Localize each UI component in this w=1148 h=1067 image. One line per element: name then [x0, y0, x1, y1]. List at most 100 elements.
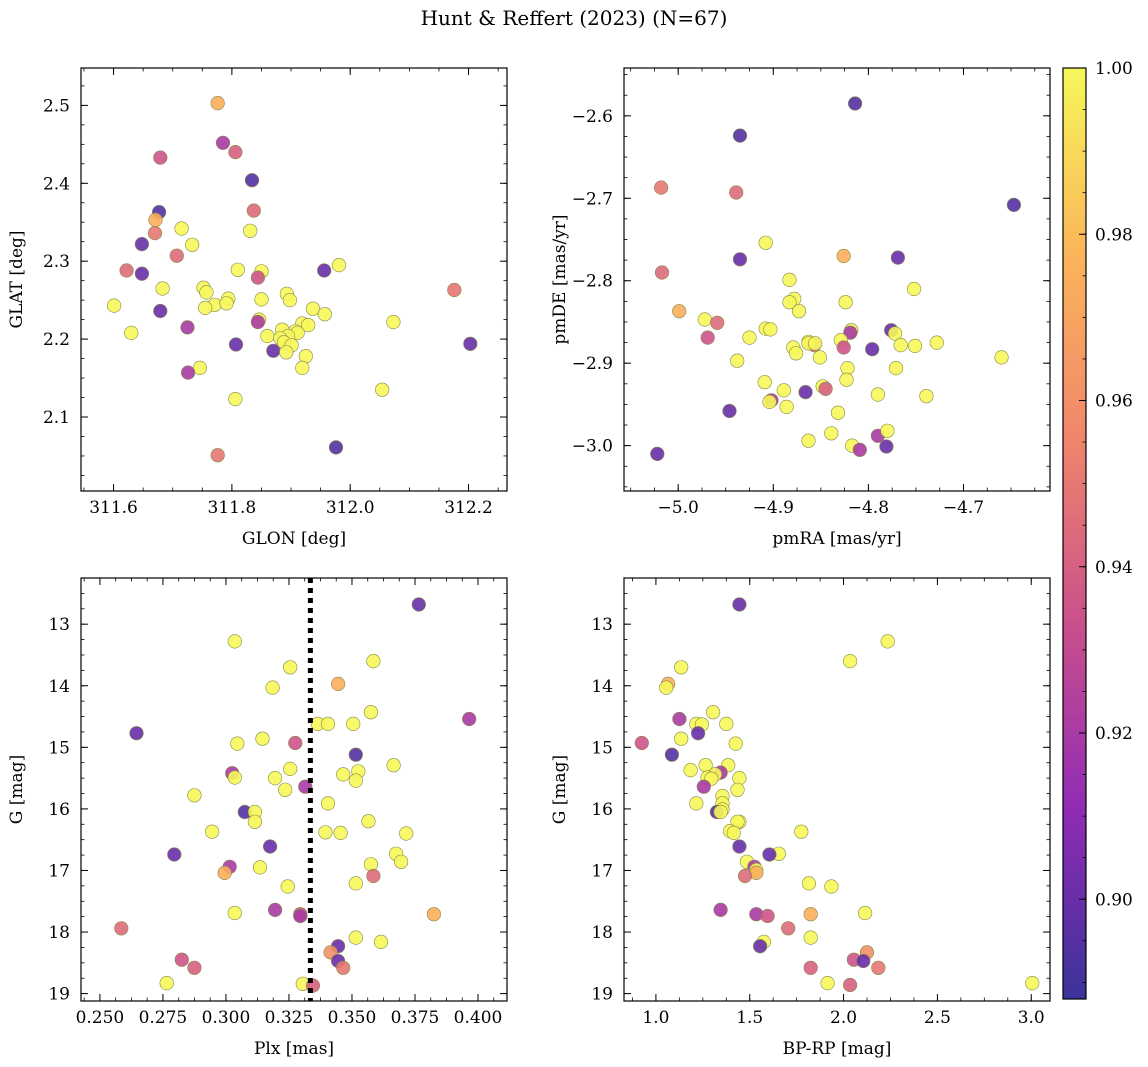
scatter-point [742, 330, 757, 345]
scatter-point [411, 597, 426, 612]
y-tick-label: 2.1 [43, 408, 70, 428]
y-tick-label: 13 [591, 615, 613, 635]
scatter-point [278, 782, 293, 797]
scatter-point [331, 258, 347, 273]
scatter-point [148, 212, 163, 227]
scatter-point [713, 804, 728, 820]
scatter-point [842, 977, 858, 993]
colorbar-tick-label: 0.96 [1095, 392, 1133, 412]
scatter-point [205, 824, 220, 839]
y-axis-label: G [mag] [550, 755, 570, 824]
scatter-point [887, 326, 903, 341]
scatter-point [155, 281, 170, 296]
scatter-point [305, 301, 321, 316]
colorbar-tick-label: 0.92 [1095, 724, 1133, 744]
scatter-point [255, 731, 270, 746]
scatter-point [1025, 975, 1040, 991]
x-tick-label: 1.5 [736, 1008, 763, 1028]
scatter-point [730, 782, 745, 797]
scatter-point [375, 382, 390, 397]
colorbar: 0.90 0.92 0.94 0.96 0.98 1.00 [1062, 59, 1133, 1000]
scatter-point [722, 403, 737, 419]
scatter-point [462, 711, 477, 727]
scatter-point [803, 930, 818, 945]
ticks: 1.0 1.5 2.0 2.5 3.0 13 14 15 16 17 18 19 [591, 577, 1050, 1028]
scatter-point [830, 405, 846, 420]
axes-frame [623, 67, 1051, 492]
scatter-point [169, 248, 184, 263]
scatter-point [394, 854, 409, 869]
x-tick-label: −5.0 [658, 498, 699, 518]
scatter-point [147, 226, 163, 241]
ticks: −5.0 −4.9 −4.8 −4.7 −3.0 −2.9 −2.8 −2.7 −2.6 [572, 68, 1050, 518]
scatter-point [386, 758, 401, 773]
scatter-point [228, 337, 244, 352]
scatter-point [710, 315, 725, 330]
x-axis-label: pmRA [mas/yr] [772, 529, 901, 549]
y-tick-label: 16 [48, 800, 70, 820]
y-tick-label: −3.0 [572, 437, 613, 457]
scatter-point [279, 345, 294, 360]
x-tick-label: 312.2 [444, 498, 493, 518]
y-tick-label: −2.9 [572, 354, 613, 374]
scatter-point [263, 839, 278, 854]
x-tick-label: 0.325 [265, 1008, 314, 1028]
scatter-point [447, 282, 462, 298]
colorbar-gradient [1063, 68, 1086, 999]
scatter-point [919, 389, 934, 404]
scatter-point [696, 779, 711, 794]
scatter-point [283, 761, 298, 777]
y-tick-label: −2.6 [572, 107, 613, 127]
scatter-point [880, 634, 895, 649]
scatter-point [198, 300, 213, 316]
scatter-point [856, 953, 871, 969]
scatter-point [871, 960, 886, 975]
scatter-point [153, 150, 168, 165]
y-tick-label: 2.5 [43, 96, 70, 116]
x-axis-label: GLON [deg] [242, 529, 346, 549]
scatter-point [399, 826, 414, 841]
scatter-point [124, 325, 139, 341]
scatter-point [320, 716, 336, 732]
figure-title: Hunt & Reffert (2023) (N=67) [420, 6, 728, 30]
scatter-point [346, 716, 361, 732]
scatter-point [283, 660, 298, 675]
colorbar-tick-label: 0.98 [1095, 225, 1133, 245]
scatter-point [227, 905, 242, 921]
scatter-point [705, 705, 721, 720]
scatter-point [683, 762, 698, 778]
scatter-point [782, 295, 797, 310]
scatter-point [653, 180, 669, 195]
x-tick-label: 1.0 [642, 1008, 669, 1028]
x-tick-label: 0.300 [202, 1008, 251, 1028]
scatter-point [366, 868, 381, 884]
scatter-points [634, 597, 1040, 993]
scatter-point [210, 448, 225, 463]
scatter-point [134, 266, 149, 281]
scatter-point [760, 908, 775, 924]
y-tick-label: 15 [48, 738, 70, 758]
scatter-point [870, 387, 886, 402]
scatter-point [219, 296, 234, 311]
scatter-point [174, 221, 189, 236]
scatter-point [847, 96, 863, 111]
scatter-points [114, 597, 477, 993]
scatter-point [836, 248, 851, 264]
scatter-point [114, 921, 129, 936]
x-tick-label: −4.8 [848, 498, 889, 518]
ticks: 0.250 0.275 0.300 0.325 0.350 0.375 0.400 13 14 1… [48, 577, 507, 1028]
scatter-point [167, 847, 182, 862]
y-tick-label: 18 [591, 923, 613, 943]
scatter-point [348, 747, 363, 762]
scatter-point [210, 95, 225, 111]
scatter-point [260, 328, 275, 344]
y-tick-label: 19 [48, 985, 70, 1005]
scatter-point [818, 381, 833, 396]
scatter-point [180, 320, 195, 335]
colorbar-tick-label: 0.90 [1095, 890, 1133, 910]
scatter-point [690, 726, 706, 741]
scatter-point [348, 773, 363, 788]
scatter-point [888, 361, 904, 376]
scatter-point [672, 711, 687, 727]
